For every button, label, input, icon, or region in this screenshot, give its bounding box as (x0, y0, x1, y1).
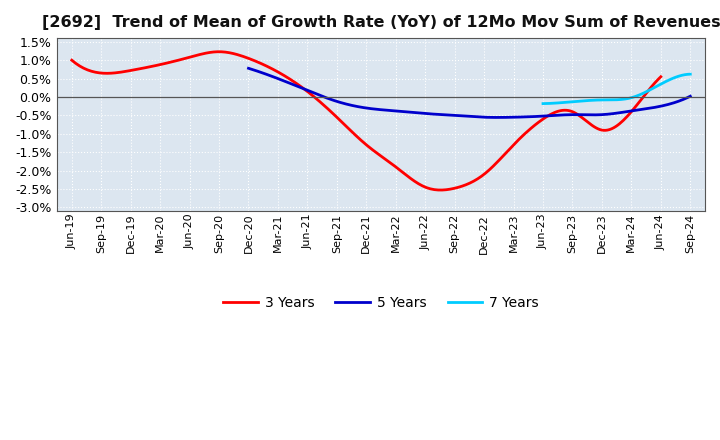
3 Years (418, 183, 427, 188)
3 Years (606, 127, 614, 132)
7 Years (539, 101, 547, 106)
3 Years (436, 187, 444, 193)
5 Years (492, 115, 501, 120)
Legend: 3 Years, 5 Years, 7 Years: 3 Years, 5 Years, 7 Years (217, 291, 544, 316)
3 Years (68, 58, 76, 63)
Line: 7 Years: 7 Years (543, 74, 690, 103)
Line: 3 Years: 3 Years (72, 52, 661, 190)
7 Years (626, 95, 634, 101)
7 Years (663, 78, 672, 84)
5 Years (646, 106, 654, 111)
5 Years (508, 114, 517, 120)
Title: [2692]  Trend of Mean of Growth Rate (YoY) of 12Mo Mov Sum of Revenues: [2692] Trend of Mean of Growth Rate (YoY… (42, 15, 720, 30)
5 Years (686, 94, 695, 99)
7 Years (686, 72, 695, 77)
3 Years (568, 109, 577, 114)
Line: 5 Years: 5 Years (248, 68, 690, 117)
7 Years (626, 95, 635, 100)
3 Years (657, 74, 665, 79)
5 Years (507, 115, 516, 120)
3 Years (215, 49, 224, 55)
5 Years (246, 66, 254, 71)
5 Years (516, 114, 525, 120)
7 Years (539, 101, 548, 106)
3 Years (69, 59, 78, 65)
3 Years (430, 187, 438, 192)
5 Years (618, 110, 626, 115)
3 Years (420, 184, 428, 190)
5 Years (244, 66, 253, 71)
7 Years (629, 95, 637, 100)
7 Years (672, 74, 681, 80)
